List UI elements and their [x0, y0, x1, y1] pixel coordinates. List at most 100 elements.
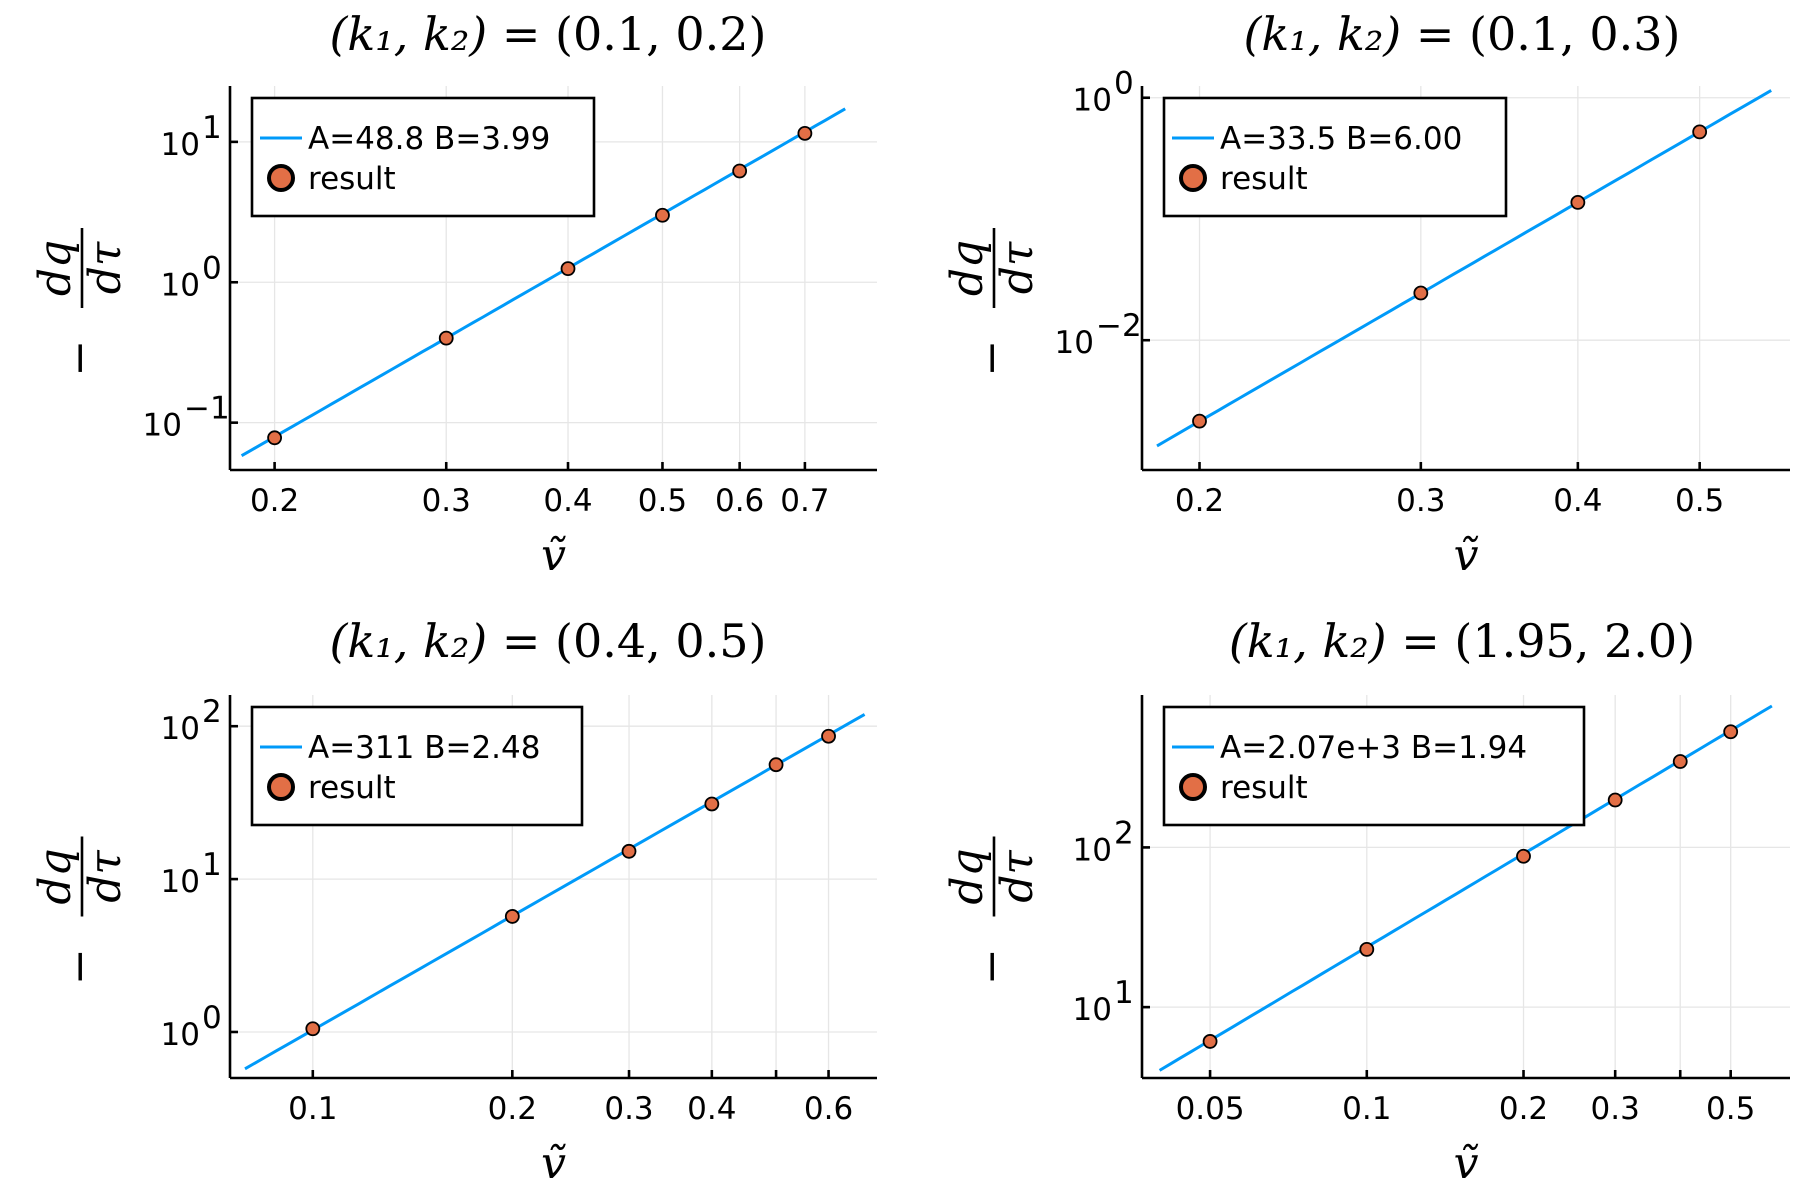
x-tick-label: 0.6 [715, 483, 764, 519]
y-label-numerator: dq [30, 240, 81, 296]
data-point [732, 163, 748, 179]
data-point [305, 1021, 321, 1037]
data-point [560, 261, 576, 277]
legend-result-label: result [308, 161, 396, 197]
x-tick-label: 0.5 [638, 483, 687, 519]
data-point [797, 125, 813, 141]
data-point [1723, 724, 1739, 740]
fit-line [1156, 89, 1772, 448]
data-point [438, 330, 454, 346]
title-equals: = [487, 614, 555, 668]
y-tick-label: 10 [161, 1017, 200, 1053]
y-label-denominator: dτ [992, 241, 1043, 294]
legend-result-marker [267, 773, 295, 801]
y-tick-exponent: 0 [202, 250, 222, 286]
y-tick-label: 10 [161, 127, 200, 163]
x-axis-label: ṽ [541, 1138, 566, 1189]
title-values: (0.4, 0.5) [555, 614, 766, 668]
data-point [1202, 1034, 1218, 1049]
x-tick-label: 0.7 [780, 483, 829, 519]
y-label-minus: − [966, 340, 1017, 377]
title-equals: = [487, 7, 555, 61]
chart-title: (k₁, k₂) = (0.4, 0.5) [329, 614, 766, 668]
data-point [621, 843, 637, 859]
x-tick-label: 0.3 [422, 483, 471, 519]
y-axis-label: − dq dτ [942, 228, 1043, 376]
data-point [504, 909, 520, 924]
y-tick-label: 10 [161, 864, 200, 900]
y-axis-label: − dq dτ [30, 836, 131, 985]
y-tick-label: 10 [1073, 83, 1112, 119]
data-point [655, 207, 670, 223]
legend-fit-label: A=48.8 B=3.99 [308, 121, 550, 157]
data-point [1672, 754, 1688, 769]
y-label-minus: − [54, 948, 105, 985]
chart-title: (k₁, k₂) = (0.1, 0.3) [1243, 7, 1680, 61]
y-label-numerator: dq [942, 848, 993, 904]
y-tick-exponent: 0 [202, 1000, 222, 1036]
title-k-part: (k₁, k₂) [329, 614, 487, 668]
legend-result-label: result [308, 770, 396, 806]
data-point [768, 757, 784, 773]
fit-line [244, 713, 866, 1071]
legend-box [250, 96, 596, 218]
x-tick-label: 0.4 [687, 1091, 736, 1127]
x-axis-label: ṽ [541, 530, 566, 581]
x-tick-label: 0.3 [1591, 1091, 1640, 1127]
y-tick-label: 10 [1073, 992, 1112, 1028]
y-tick-label: 10 [1073, 832, 1112, 868]
x-tick-label: 0.6 [804, 1091, 853, 1127]
legend-result-label: result [1220, 161, 1308, 197]
panel-2: 0.2 0.3 0.4 0.510 −210 0A=33.5 B=6.00result(k… [942, 7, 1790, 581]
y-label-minus: − [966, 948, 1017, 985]
y-tick-label: 10 [143, 408, 182, 444]
data-point [267, 430, 282, 446]
title-k-part: (k₁, k₂) [1243, 7, 1401, 61]
y-label-denominator: dτ [992, 850, 1043, 903]
x-tick-label: 0.1 [1342, 1091, 1391, 1127]
data-point [1516, 848, 1531, 864]
legend-result-label: result [1220, 770, 1308, 806]
x-tick-label: 0.2 [1175, 483, 1224, 519]
x-tick-label: 0.5 [1706, 1091, 1755, 1127]
chart-title: (k₁, k₂) = (1.95, 2.0) [1229, 614, 1695, 668]
x-axis-label: ṽ [1454, 1138, 1479, 1189]
y-tick-exponent: 1 [202, 110, 222, 146]
x-tick-label: 0.05 [1176, 1091, 1245, 1127]
data-point [1359, 941, 1375, 957]
x-tick-label: 0.2 [488, 1091, 537, 1127]
legend-box [1162, 96, 1508, 218]
data-point [1607, 792, 1623, 808]
data-point [821, 728, 836, 744]
y-tick-exponent: 0 [1114, 66, 1134, 102]
y-tick-exponent: −2 [1096, 308, 1142, 344]
y-tick-exponent: 2 [1114, 815, 1134, 851]
y-axis-label: − dq dτ [30, 228, 131, 376]
x-tick-label: 0.3 [1396, 483, 1445, 519]
x-tick-label: 0.4 [1553, 483, 1602, 519]
title-values: (1.95, 2.0) [1454, 614, 1695, 668]
y-label-denominator: dτ [80, 850, 131, 903]
legend-result-marker [1179, 164, 1207, 192]
x-tick-label: 0.2 [1499, 1091, 1548, 1127]
y-tick-exponent: −1 [184, 391, 230, 427]
y-label-numerator: dq [942, 240, 993, 296]
y-tick-label: 10 [161, 711, 200, 747]
x-tick-label: 0.1 [288, 1091, 337, 1127]
x-tick-label: 0.4 [543, 483, 592, 519]
x-tick-label: 0.2 [250, 483, 299, 519]
fit-line [1158, 704, 1773, 1072]
y-label-denominator: dτ [80, 241, 131, 294]
y-axis-label: − dq dτ [942, 836, 1043, 985]
y-tick-exponent: 1 [1114, 975, 1134, 1011]
title-k-part: (k₁, k₂) [329, 7, 487, 61]
title-values: (0.1, 0.3) [1469, 7, 1680, 61]
y-tick-label: 10 [161, 267, 200, 303]
panel-4: 0.05 0.1 0.2 0.3 0.510 110 2A=2.07e+3 B=1.94re… [942, 614, 1790, 1189]
y-label-minus: − [54, 340, 105, 377]
y-label-numerator: dq [30, 848, 81, 904]
legend-result-marker [267, 164, 295, 192]
